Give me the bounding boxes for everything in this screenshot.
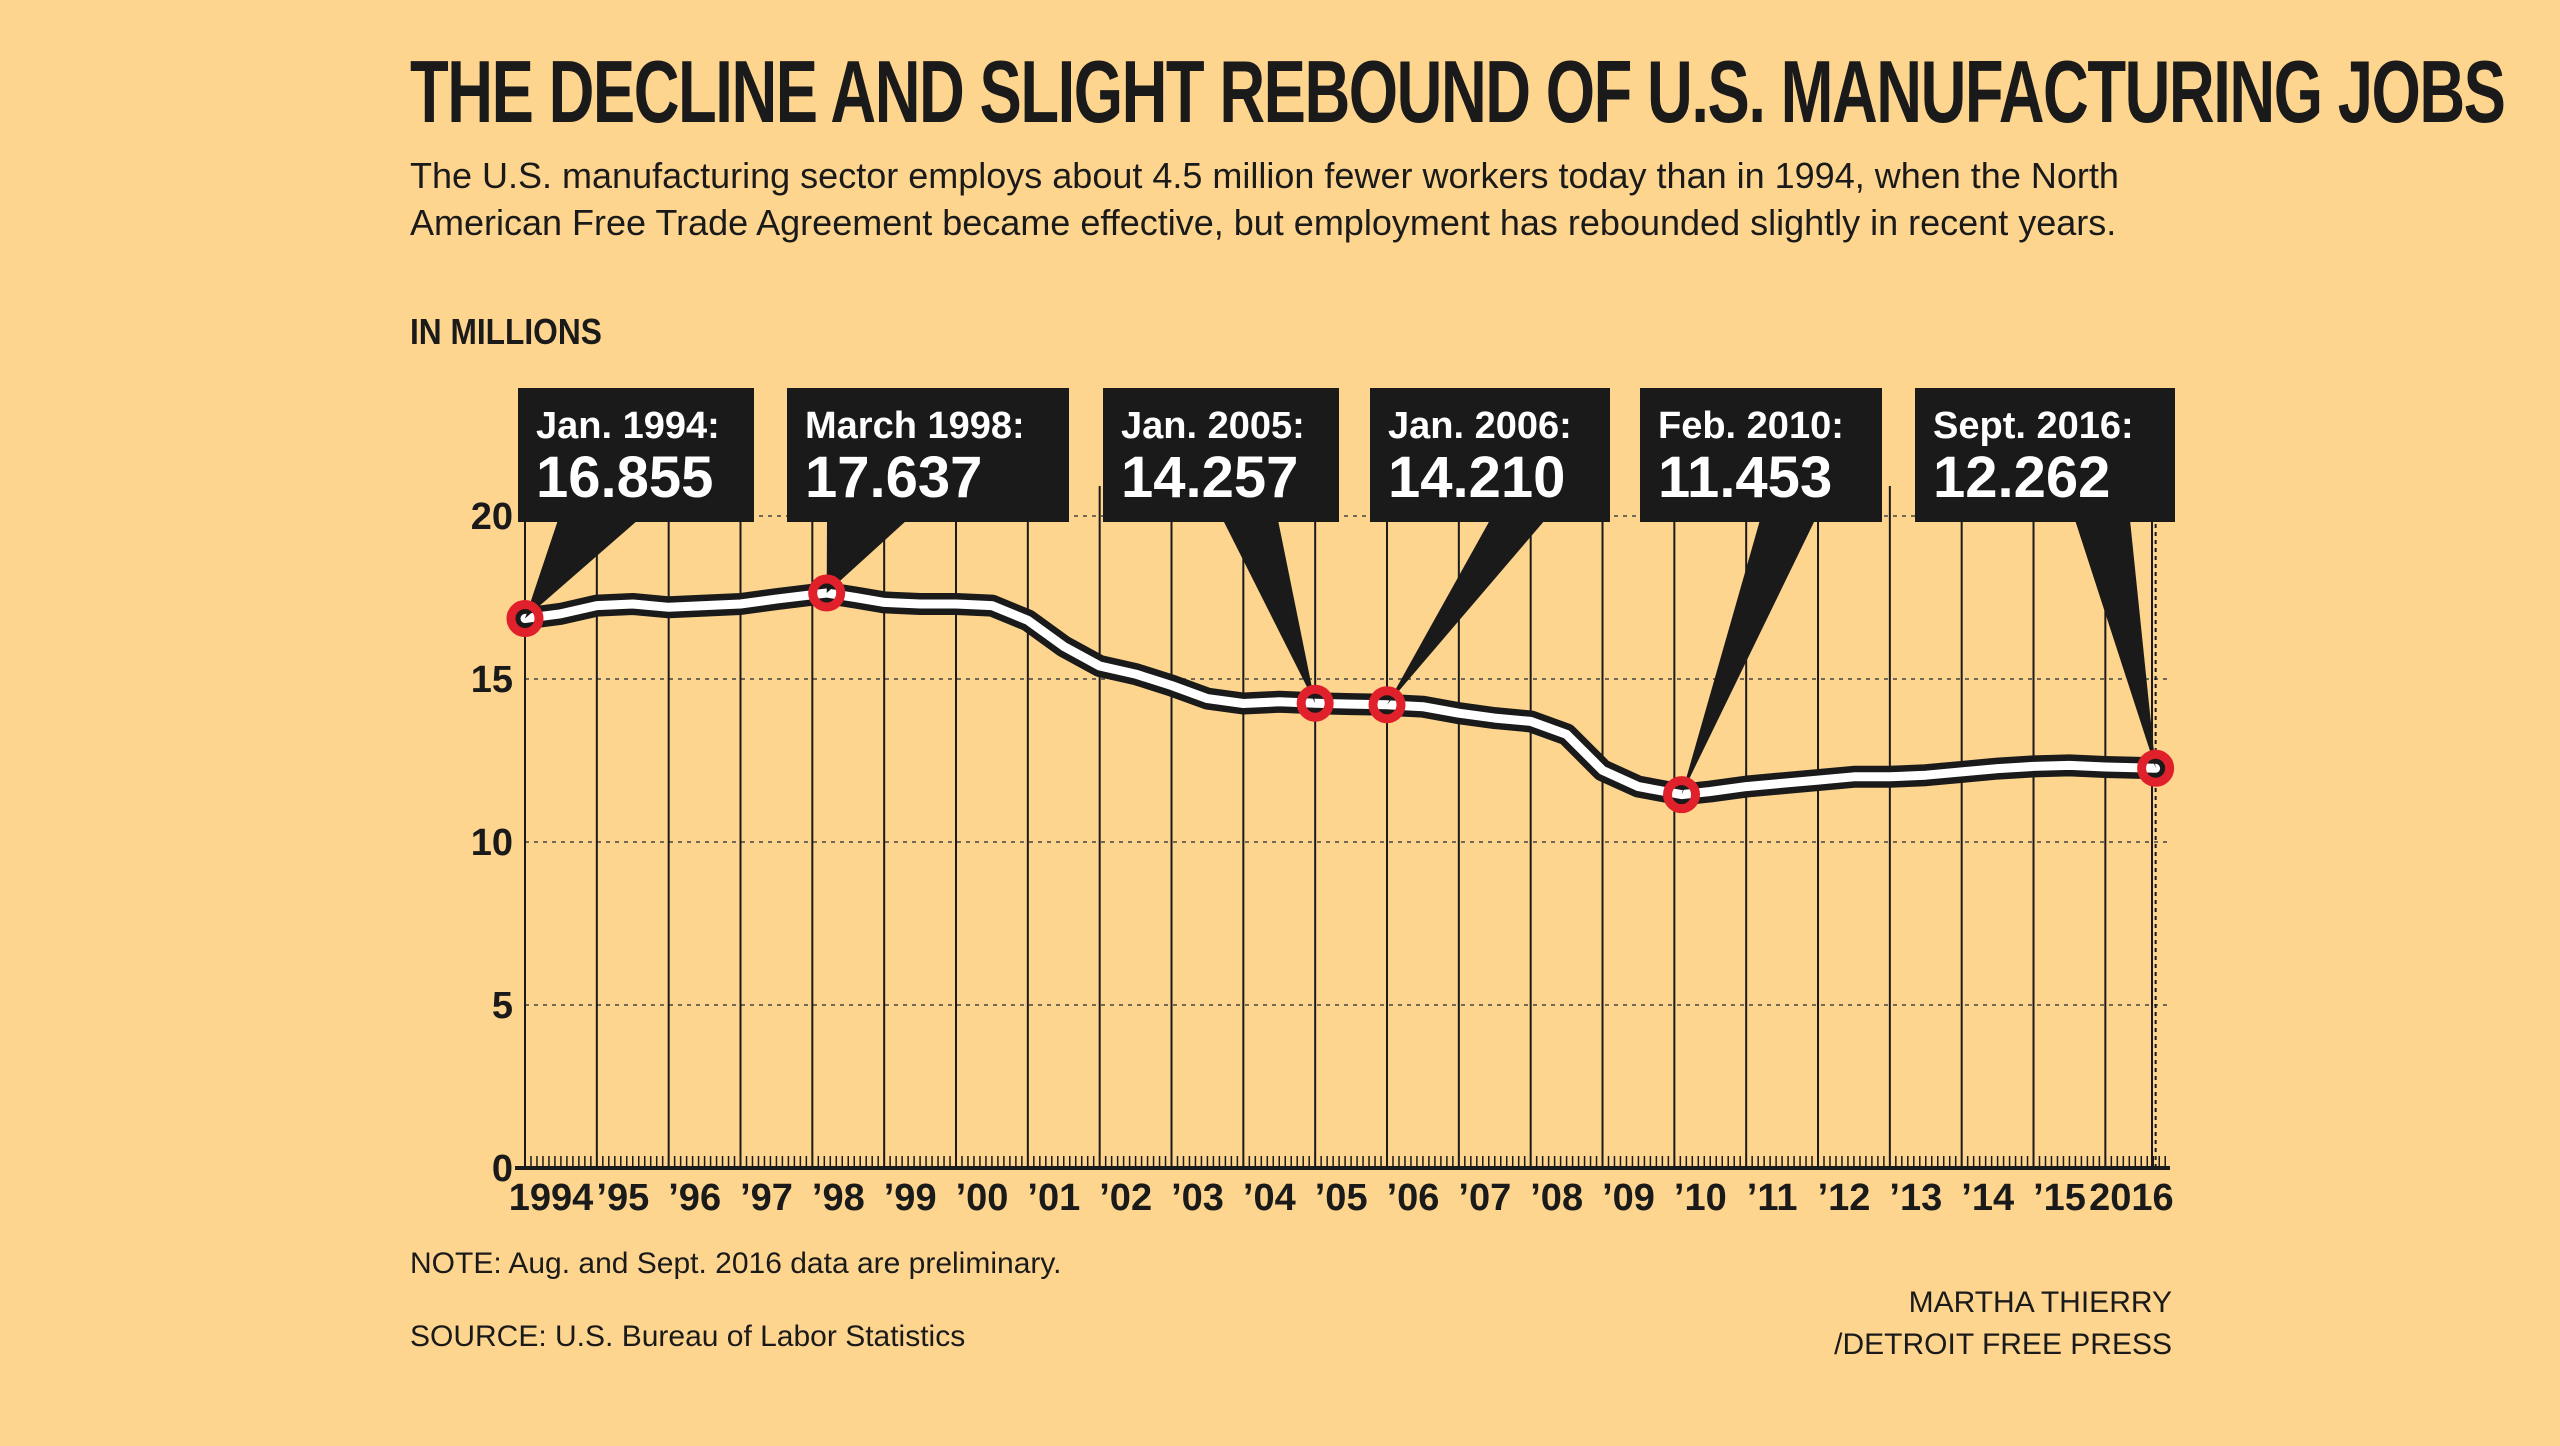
x-tick-label: 2016	[2089, 1177, 2174, 1219]
series-line-casing	[514, 582, 2167, 806]
y-tick-labels: 0 5 10 15 20	[471, 496, 513, 1190]
callout-label: Jan. 2005:	[1121, 405, 1305, 447]
x-tick-label: ’03	[1171, 1177, 1224, 1219]
callout-pointer	[525, 520, 638, 619]
callout-label: Jan. 1994:	[536, 405, 720, 447]
callout-label: Sept. 2016:	[1933, 405, 2134, 447]
data-point-marker	[1296, 684, 1334, 722]
x-tick-label: ’02	[1099, 1177, 1152, 1219]
x-tick-label: ’11	[1747, 1177, 1798, 1219]
callout-box	[518, 388, 754, 522]
callout-value: 14.210	[1388, 445, 1565, 510]
data-point-marker	[1663, 776, 1701, 814]
credit-publication: /DETROIT FREE PRESS	[1834, 1328, 2172, 1361]
x-tick-label: ’09	[1602, 1177, 1655, 1219]
x-tick-label: ’97	[740, 1177, 793, 1219]
x-tick-label: 1994	[509, 1177, 594, 1219]
y-tick-label-0: 0	[492, 1148, 513, 1190]
callout-label: March 1998:	[805, 405, 1025, 447]
vertical-gridlines	[524, 486, 2157, 1168]
data-point-marker	[808, 574, 846, 612]
x-tick-labels: 1994’95 ’96 ’97 ’98 ’99 ’00 ’01 ’02 ’03 ’04 ’05 ’06…	[509, 1177, 2174, 1219]
x-tick-label: ’07	[1458, 1177, 1511, 1219]
callout-value: 16.855	[536, 445, 713, 510]
chart-note: NOTE: Aug. and Sept. 2016 data are preli…	[410, 1247, 1062, 1280]
x-tick-label: ’95	[596, 1177, 649, 1219]
callout: Jan. 2005:14.257	[1103, 388, 1339, 722]
y-tick-label-10: 10	[471, 822, 513, 864]
callout-pointer	[1387, 520, 1545, 705]
x-tick-label: ’14	[1961, 1177, 2014, 1219]
x-tick-label: ’99	[884, 1177, 937, 1219]
unit-label: IN MILLIONS	[410, 311, 602, 352]
data-point-marker	[1368, 686, 1406, 724]
x-tick-label: ’98	[812, 1177, 865, 1219]
callout: Jan. 1994:16.855	[506, 388, 754, 638]
x-tick-label: ’10	[1674, 1177, 1727, 1219]
y-tick-label-15: 15	[471, 659, 513, 701]
callout-pointer	[826, 520, 907, 594]
x-tick-label: ’15	[2033, 1177, 2086, 1219]
horizontal-gridlines	[525, 515, 2170, 1006]
x-tick-label: ’08	[1530, 1177, 1583, 1219]
callout-value: 12.262	[1933, 445, 2110, 510]
callout-pointer	[1681, 520, 1815, 795]
x-tick-label: ’00	[956, 1177, 1009, 1219]
chart-source: SOURCE: U.S. Bureau of Labor Statistics	[410, 1320, 966, 1353]
x-tick-label: ’04	[1243, 1177, 1296, 1219]
callout-box	[1370, 388, 1610, 522]
x-tick-label: ’96	[668, 1177, 721, 1219]
callout-pointer	[2075, 520, 2156, 769]
x-tick-label: ’05	[1315, 1177, 1368, 1219]
callout-box	[1640, 388, 1882, 522]
callout: Jan. 2006:14.210	[1368, 388, 1610, 724]
x-tick-label: ’12	[1818, 1177, 1871, 1219]
callout-box	[1103, 388, 1339, 522]
data-point-marker	[506, 600, 544, 638]
callout-value: 11.453	[1658, 445, 1832, 510]
callout: Sept. 2016:12.262	[1915, 388, 2175, 787]
chart-subtitle: The U.S. manufacturing sector employs ab…	[410, 155, 2119, 243]
callout-box	[1915, 388, 2175, 522]
series-line	[514, 582, 2167, 806]
callout-box	[787, 388, 1069, 522]
x-tick-label: ’01	[1027, 1177, 1080, 1219]
callout-value: 17.637	[805, 445, 982, 510]
credit-author: MARTHA THIERRY	[1908, 1286, 2172, 1319]
callout-value: 14.257	[1121, 445, 1298, 510]
data-point-marker	[2137, 749, 2175, 787]
y-tick-label-5: 5	[492, 985, 513, 1027]
callout-label: Jan. 2006:	[1388, 405, 1572, 447]
x-tick-label: ’06	[1387, 1177, 1440, 1219]
callout: Feb. 2010:11.453	[1640, 388, 1882, 814]
callout-label: Feb. 2010:	[1658, 405, 1844, 447]
y-tick-label-20: 20	[471, 496, 513, 538]
callout-pointer	[1223, 520, 1316, 704]
x-tick-label: ’13	[1889, 1177, 1942, 1219]
callout: March 1998:17.637	[787, 388, 1069, 612]
chart-title: THE DECLINE AND SLIGHT REBOUND OF U.S. M…	[410, 42, 2506, 141]
